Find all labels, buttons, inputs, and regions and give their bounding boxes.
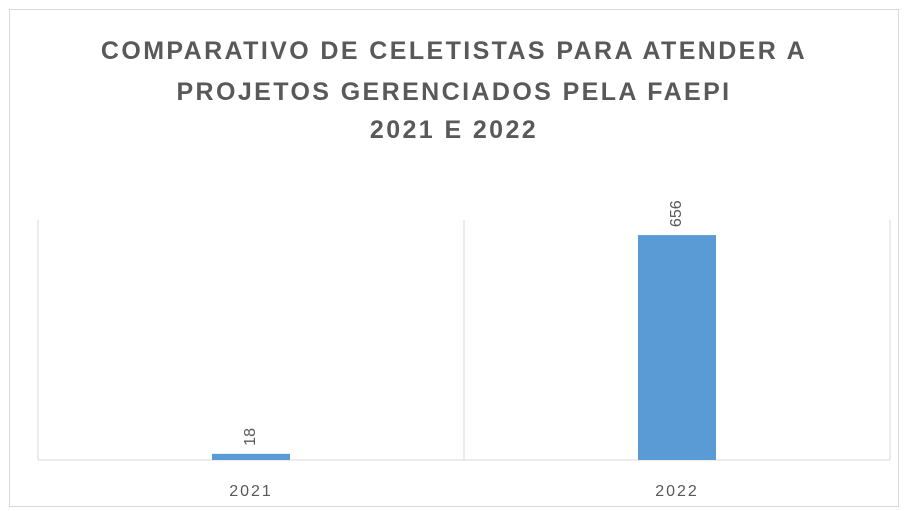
chart-subtitle: 2021 E 2022 bbox=[369, 116, 539, 144]
x-tick-label: 2022 bbox=[655, 483, 699, 500]
bar bbox=[212, 453, 290, 460]
data-label: 656 bbox=[668, 200, 685, 227]
x-tick-label: 2021 bbox=[229, 483, 273, 500]
data-label: 18 bbox=[242, 428, 259, 446]
bar bbox=[638, 235, 716, 460]
chart-title: COMPARATIVO DE CELETISTAS PARA ATENDER A… bbox=[100, 37, 808, 106]
chart-title-block: COMPARATIVO DE CELETISTAS PARA ATENDER A… bbox=[94, 31, 814, 147]
chart-frame bbox=[9, 9, 899, 507]
